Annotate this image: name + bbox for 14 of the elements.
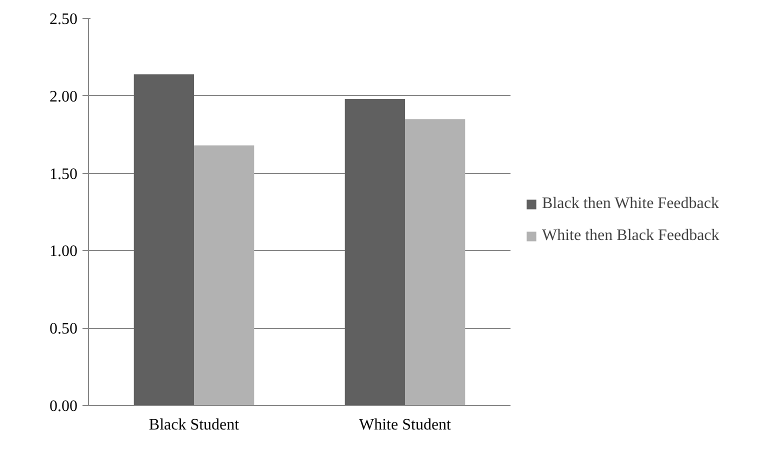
y-tick-label: 1.00 bbox=[50, 243, 78, 260]
y-tick-label: 0.00 bbox=[50, 398, 78, 415]
bar bbox=[134, 74, 194, 406]
y-tick-label: 2.00 bbox=[50, 88, 78, 106]
y-tick-label: 0.50 bbox=[50, 320, 78, 338]
bar bbox=[344, 98, 405, 406]
legend-label: Black then White Feedback bbox=[542, 194, 719, 212]
legend-label: White then Black Feedback bbox=[542, 226, 720, 244]
x-tick-label: Black Student bbox=[148, 416, 240, 434]
y-tick-label: 2.50 bbox=[50, 11, 78, 28]
bar bbox=[405, 119, 466, 406]
x-tick-label: White Student bbox=[359, 416, 452, 434]
y-tick-label: 1.50 bbox=[50, 166, 78, 183]
bar bbox=[194, 145, 254, 406]
